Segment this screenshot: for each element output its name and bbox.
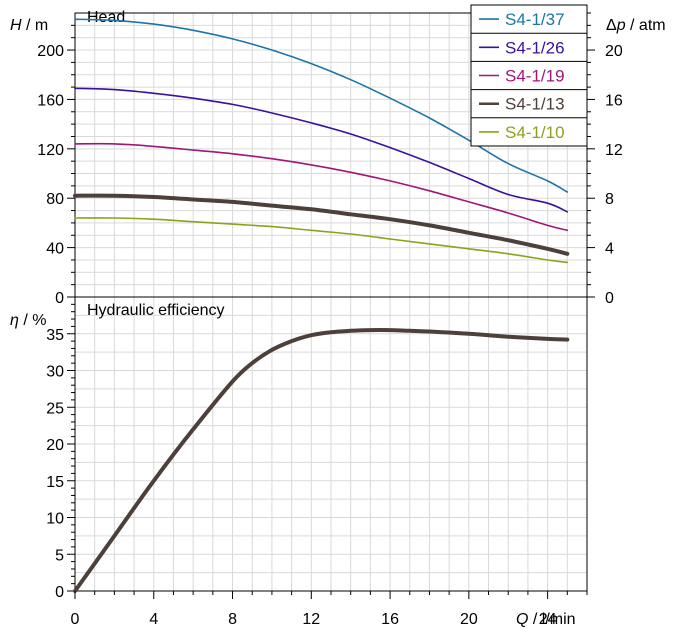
y-tick-label: 80 [46,191,64,208]
legend: S4-1/37 S4-1/26 S4-1/19 S4-1/13 S4-1/10 [470,4,588,147]
x-axis-unit: / l/min [528,611,575,628]
head-curve-s4-1-26 [74,87,569,213]
legend-label: S4-1/13 [505,95,565,114]
efficiency-curve-s4-1-13 [73,328,570,593]
x-tick-label: 0 [71,611,80,628]
grid [74,296,588,592]
eta-tick-label: 15 [46,474,64,491]
x-tick-label: 4 [149,611,158,628]
eta-tick-label: 5 [55,547,64,564]
x-tick-label: 8 [228,611,237,628]
y2-tick-label: 4 [605,241,614,258]
head-panel: 0 40 80 120 160 200 0 4 8 12 16 20 H / m Δp / atm Head [10,9,666,307]
y2-axis-prefix: Δ [606,17,617,34]
eta-tick-label: 0 [55,584,64,601]
eta-tick-label: 30 [46,364,64,381]
head-curve-s4-1-37 [74,18,569,193]
y2-axis-symbol: p [616,17,626,34]
eta-tick-label: 20 [46,437,64,454]
head-curve-s4-1-19 [74,142,569,232]
y2-axis-label: Δp / atm [606,17,666,34]
y-tick-label: 160 [37,92,64,109]
x-tick-label: 16 [381,611,399,628]
x-axis-label: Q / l/min [516,611,576,628]
eta-tick-label: 35 [46,327,64,344]
y-tick-label: 40 [46,241,64,258]
legend-label: S4-1/26 [505,38,565,57]
eta-axis-symbol: η [10,312,19,329]
y-axis-symbol: H [10,17,22,34]
y-tick-label: 200 [37,43,64,60]
y-tick-label: 120 [37,142,64,159]
eta-axis-unit: / % [19,312,47,329]
y-axis-label: H / m [10,17,48,34]
x-axis: 0 4 8 12 16 20 24Q / l/min [71,591,588,628]
y-tick-label: 0 [55,290,64,307]
eta-tick-label: 10 [46,511,64,528]
legend-label: S4-1/10 [505,123,565,142]
y2-tick-label: 20 [605,43,623,60]
head-panel-title: Head [87,9,125,26]
x-tick-label: 20 [460,611,478,628]
y2-tick-label: 16 [605,92,623,109]
head-curve-s4-1-10 [74,217,569,264]
eta-axis-label: η / % [10,312,46,329]
efficiency-panel-title: Hydraulic efficiency [87,302,225,319]
x-tick-label: 24 [539,611,557,628]
y2-tick-label: 8 [605,191,614,208]
head-curve-s4-1-13 [73,193,570,256]
y2-tick-label: 12 [605,142,623,159]
y2-axis-unit: / atm [626,17,666,34]
y-axis-unit: / m [22,17,49,34]
legend-label: S4-1/37 [505,10,565,29]
legend-label: S4-1/19 [505,67,565,86]
x-axis-symbol: Q [516,611,528,628]
y2-tick-label: 0 [605,290,614,307]
eta-tick-label: 25 [46,400,64,417]
x-tick-label: 12 [302,611,320,628]
